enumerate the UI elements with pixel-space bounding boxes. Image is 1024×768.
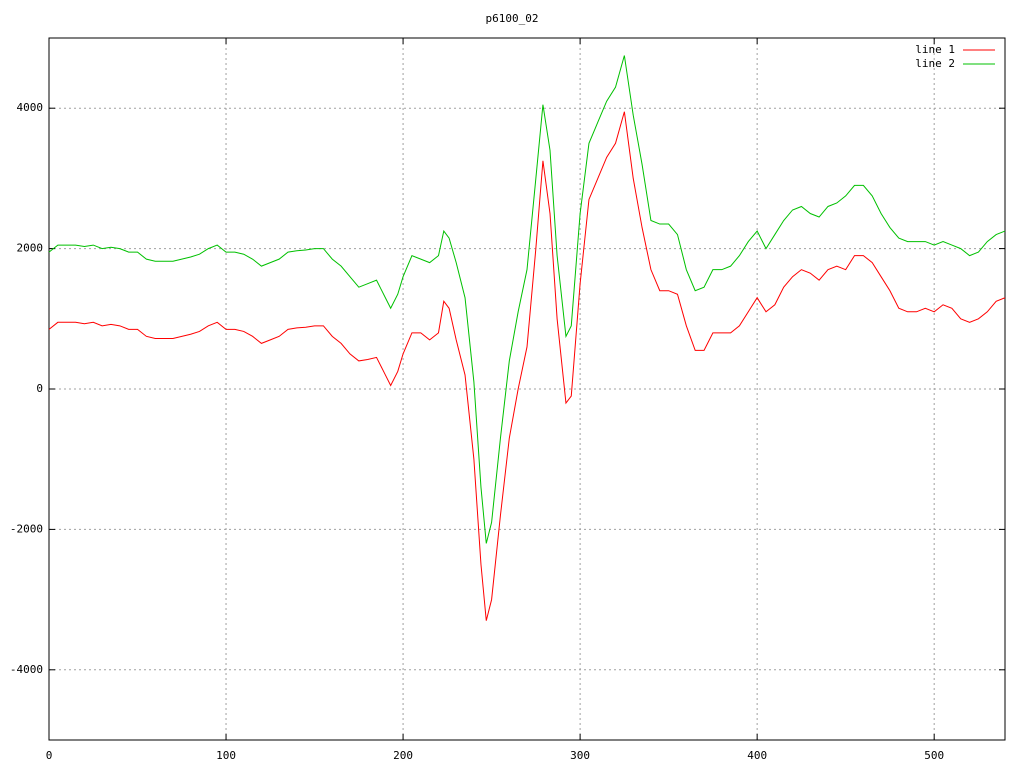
x-tick-label: 300: [570, 749, 590, 762]
x-tick-label: 0: [46, 749, 53, 762]
y-tick-label: 0: [36, 382, 43, 395]
x-tick-label: 100: [216, 749, 236, 762]
plot-frame: [48, 37, 1006, 741]
y-tick-label: 2000: [17, 242, 44, 255]
x-tick-label: 200: [393, 749, 413, 762]
legend-label: line 2: [915, 57, 955, 70]
data-line: [48, 55, 1006, 544]
y-tick-label: 4000: [17, 101, 44, 114]
y-tick-label: -2000: [10, 522, 43, 535]
x-tick-label: 500: [924, 749, 944, 762]
data-line: [48, 111, 1006, 621]
legend-label: line 1: [915, 43, 955, 56]
x-tick-label: 400: [747, 749, 767, 762]
chart-title: p6100_02: [486, 12, 539, 25]
y-tick-label: -4000: [10, 663, 43, 676]
